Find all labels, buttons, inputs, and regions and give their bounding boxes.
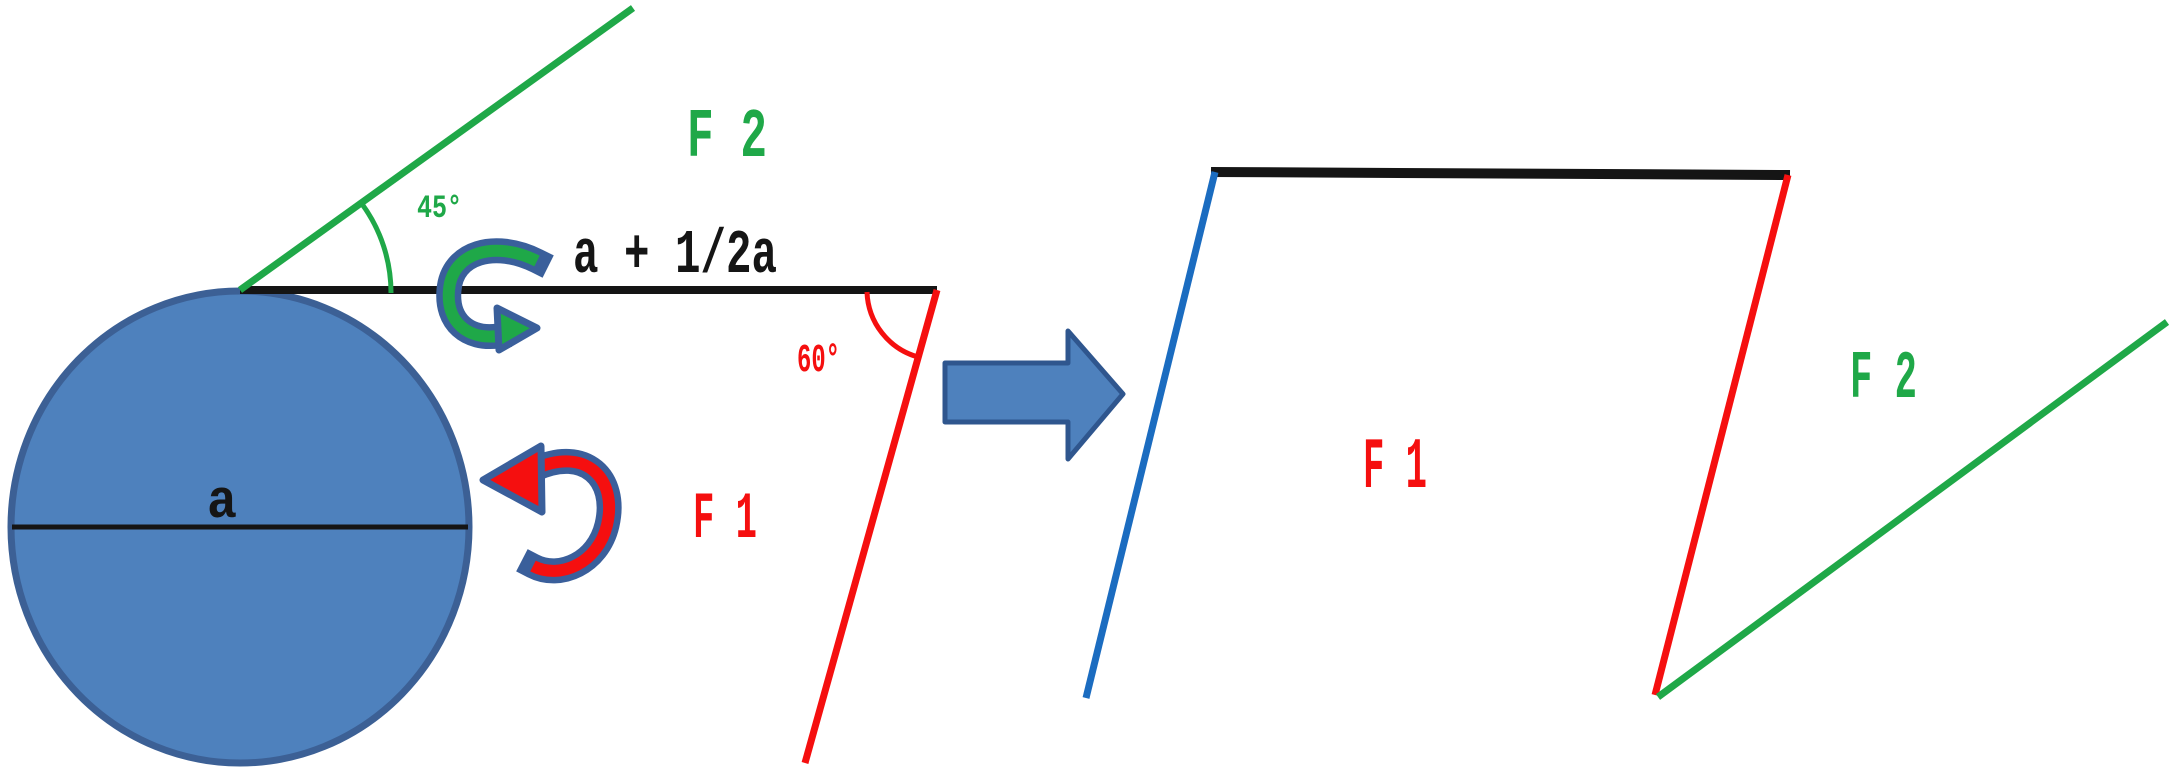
rotation-arrow-green-icon xyxy=(436,238,554,354)
wheel-diameter-label: a xyxy=(207,471,237,534)
force-f1-line xyxy=(801,289,941,764)
rotation-arrow-red-head xyxy=(479,442,546,516)
f2-force-label: F 2 xyxy=(687,99,767,178)
resultant-top-line xyxy=(1210,167,1791,180)
rotation-arrow-green-head xyxy=(493,304,541,354)
angle-arc-45 xyxy=(359,202,394,294)
force-f1-vector-line xyxy=(1651,174,1792,696)
transform-arrow-icon xyxy=(942,328,1126,462)
rotation-arrow-red-icon xyxy=(479,442,622,584)
construction-blue-line xyxy=(1082,171,1219,699)
rotation-arrow-red-body xyxy=(530,455,616,577)
rotation-arrow-green-body xyxy=(442,244,540,343)
right-diagram: F 1 F 2 xyxy=(1082,167,2170,700)
f1-force-label: F 1 xyxy=(693,482,757,557)
force-f2-line xyxy=(237,5,636,293)
angle-45-label: 45° xyxy=(417,190,462,227)
beam-length-label: a + 1/2a xyxy=(573,220,777,291)
f2-vector-label: F 2 xyxy=(1850,341,1917,418)
f1-vector-label: F 1 xyxy=(1363,427,1427,509)
left-diagram: F 2 45° a + 1/2a 60° F 1 a xyxy=(7,5,941,767)
force-f2-vector-line xyxy=(1655,319,2170,700)
angle-arc-60 xyxy=(864,291,919,360)
angle-60-label: 60° xyxy=(797,339,840,384)
